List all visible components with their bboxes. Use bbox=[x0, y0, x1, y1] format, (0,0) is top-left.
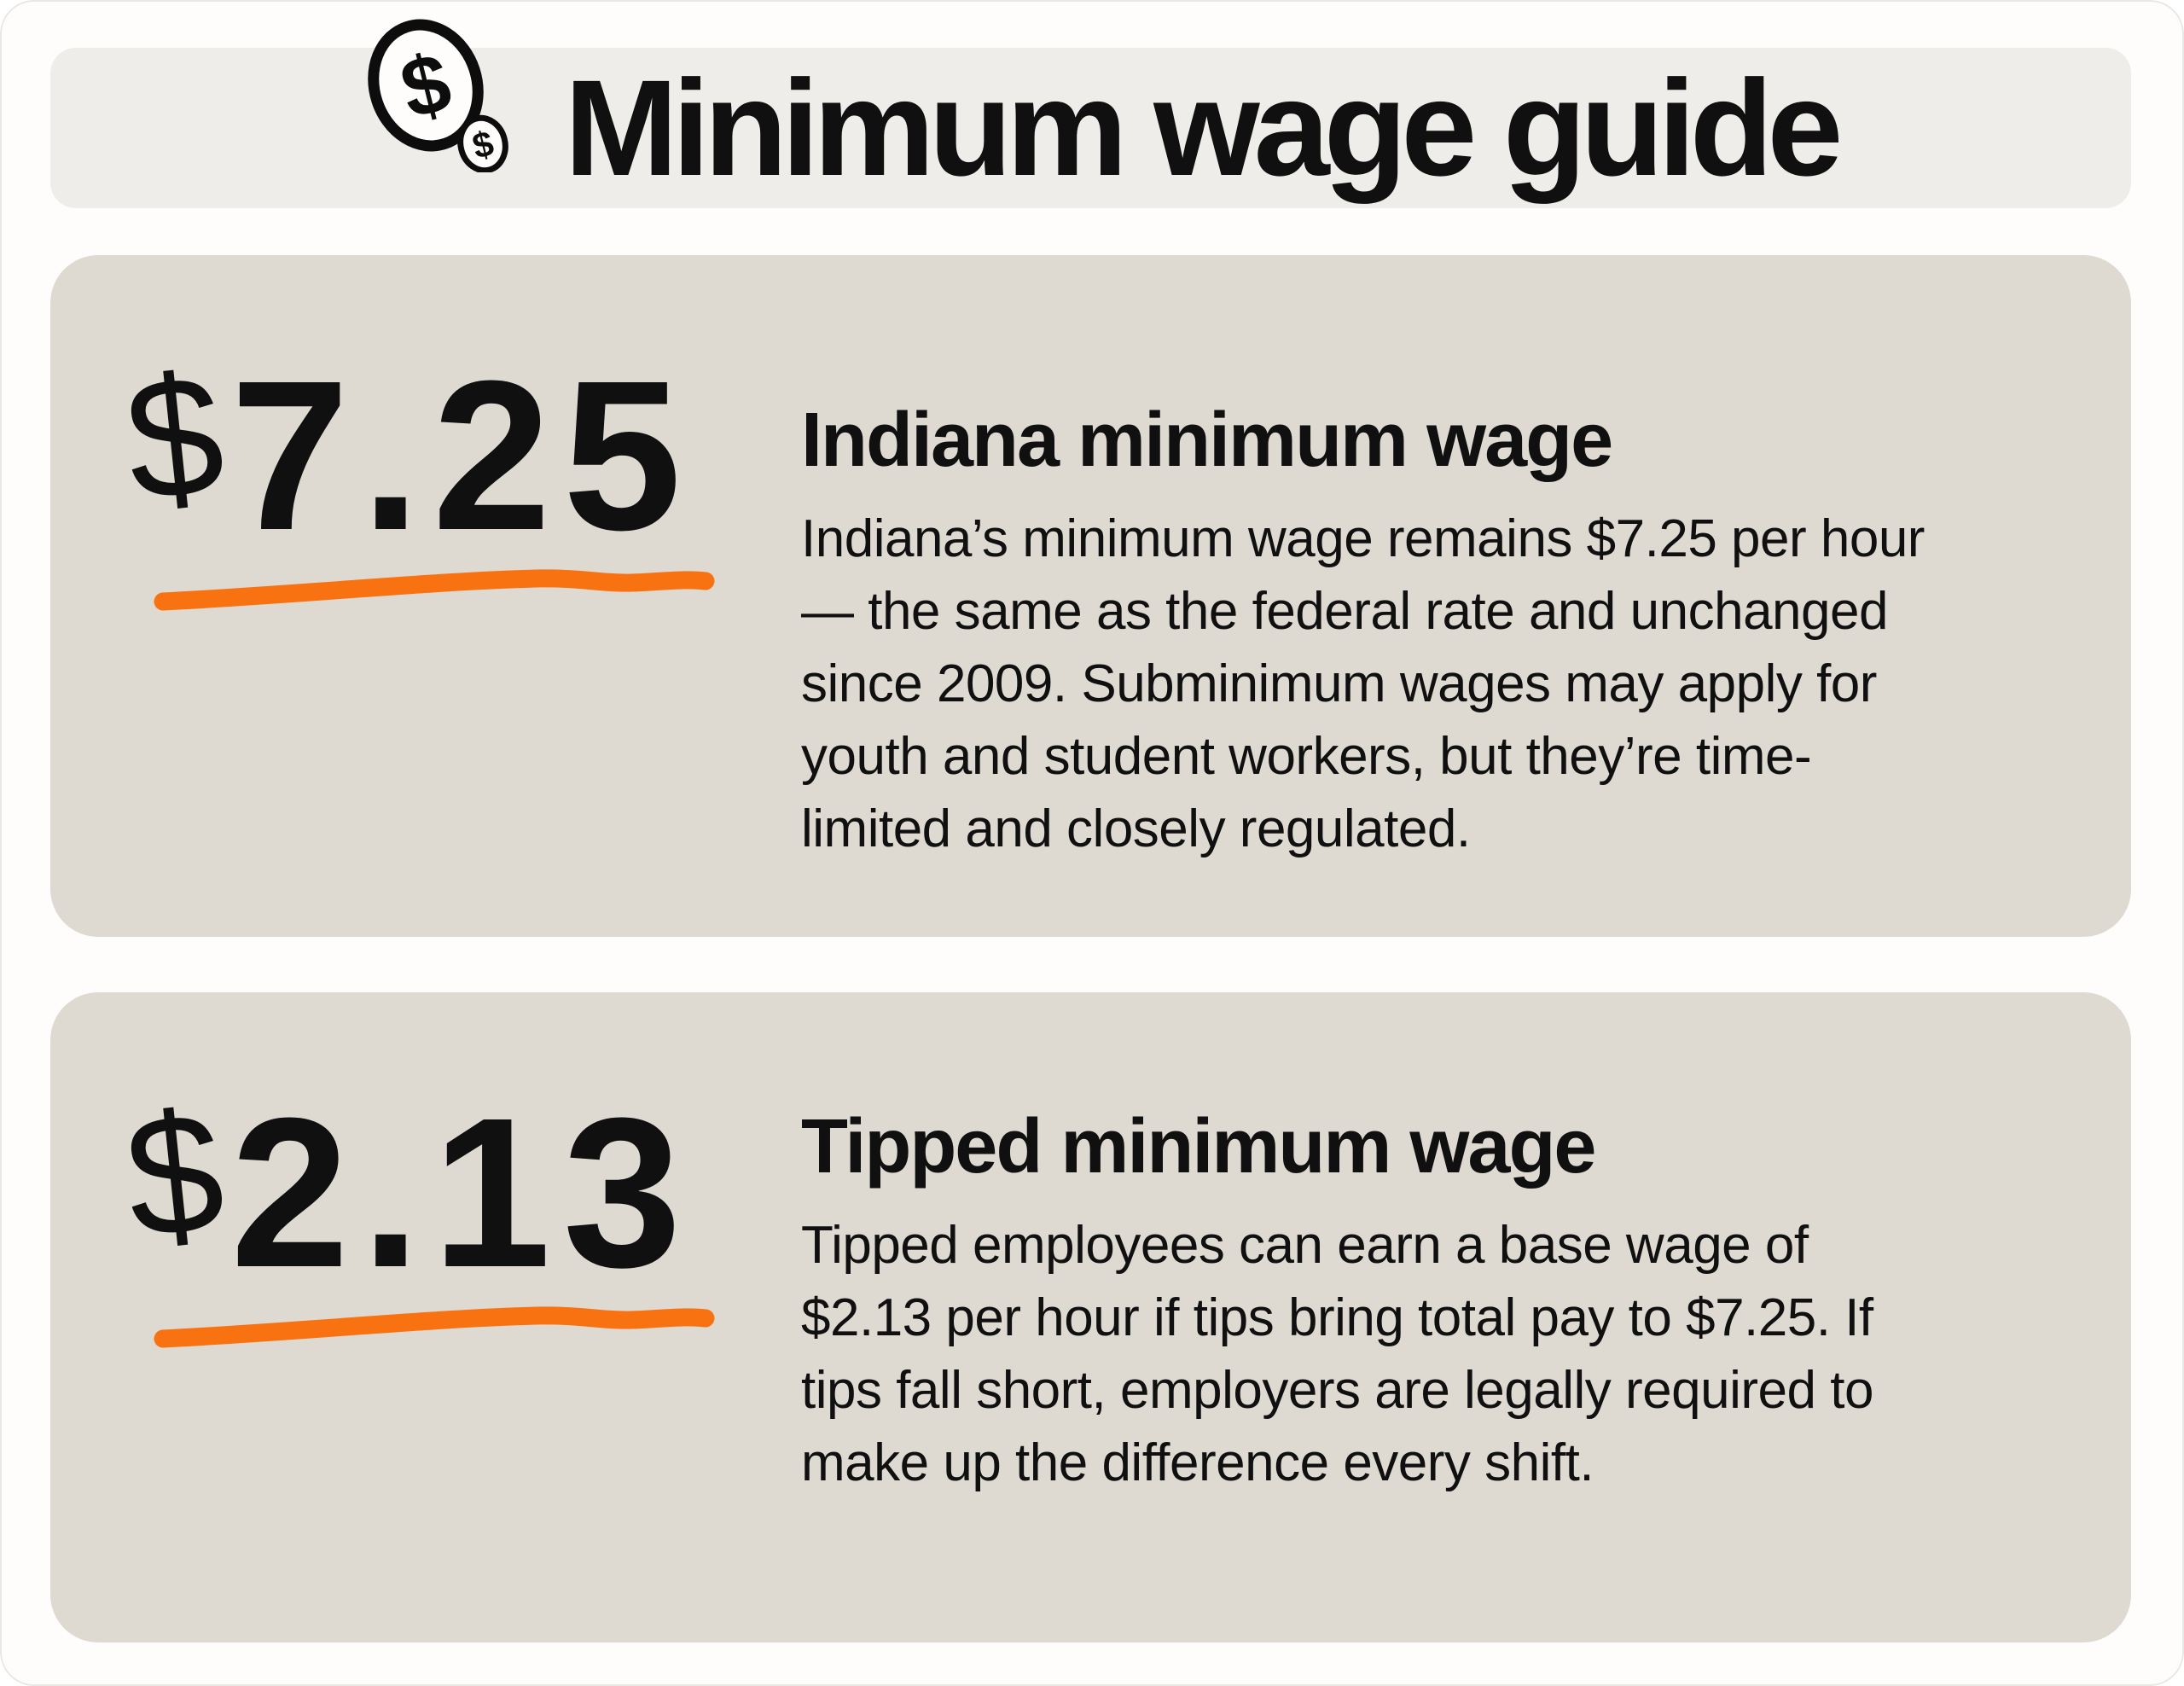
orange-underline-icon bbox=[154, 569, 715, 611]
amount-figure: $ 7.25 bbox=[118, 336, 793, 612]
dollar-sign: $ bbox=[117, 1075, 232, 1276]
amount-value: 2.13 bbox=[230, 1073, 694, 1311]
card-text-column: Indiana minimum wage Indiana’s minimum w… bbox=[793, 349, 2054, 865]
card-body-text: Indiana’s minimum wage remains $7.25 per… bbox=[801, 509, 1925, 858]
card-body-text: Tipped employees can earn a base wage of… bbox=[801, 1216, 1873, 1492]
indiana-minimum-wage-card: $ 7.25 Indiana minimum wage Indiana’s mi… bbox=[50, 255, 2131, 937]
amount-line: $ 2.13 bbox=[118, 1073, 793, 1311]
tipped-minimum-wage-card: $ 2.13 Tipped minimum wage Tipped employ… bbox=[50, 992, 2131, 1642]
card-heading: Tipped minimum wage bbox=[801, 1104, 1596, 1189]
page-title: Minimum wage guide bbox=[564, 51, 1844, 204]
orange-underline-icon bbox=[154, 1306, 715, 1348]
coins-icon: $ $ bbox=[367, 19, 508, 172]
dollar-sign: $ bbox=[117, 338, 232, 538]
card-text-column: Tipped minimum wage Tipped employees can… bbox=[793, 1086, 2054, 1499]
amount-line: $ 7.25 bbox=[118, 336, 793, 574]
amount-figure: $ 2.13 bbox=[118, 1073, 793, 1349]
card-heading: Indiana minimum wage bbox=[801, 398, 1613, 483]
header-bar: $ $ Minimum wage guide bbox=[50, 19, 2131, 208]
amount-value: 7.25 bbox=[230, 336, 694, 574]
